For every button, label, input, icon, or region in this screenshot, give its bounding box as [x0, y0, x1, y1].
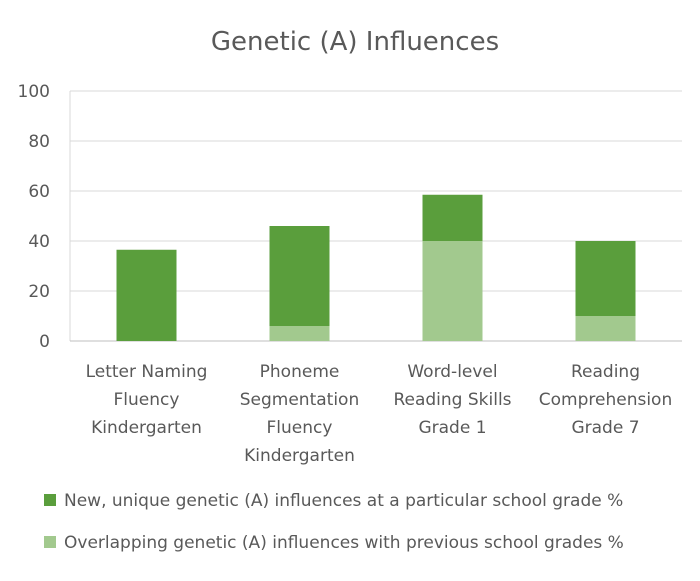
y-tick-label: 80 [28, 132, 50, 152]
y-tick-label: 20 [28, 282, 50, 302]
bars [116, 194, 636, 341]
bar-segment [422, 194, 483, 241]
bar-segment [422, 241, 483, 341]
category-label: Phoneme Segmentation Fluency Kindergarten [240, 362, 359, 466]
y-tick-label: 60 [28, 182, 50, 202]
y-tick-label: 0 [39, 332, 50, 352]
category-label: Word-level Reading Skills Grade 1 [393, 362, 511, 438]
category-labels: Letter Naming Fluency Kindergarten Phoneme S… [86, 362, 673, 466]
category-label: Letter Naming Fluency Kindergarten [86, 362, 208, 438]
y-tick-label: 100 [18, 82, 50, 102]
category-label: Reading Comprehension Grade 7 [539, 362, 672, 438]
legend-swatch [44, 494, 56, 506]
y-tick-label: 40 [28, 232, 50, 252]
legend: New, unique genetic (A) influences at a … [44, 491, 624, 553]
bar-segment [116, 249, 177, 341]
legend-swatch [44, 536, 56, 548]
bar-segment [269, 326, 330, 341]
bar-segment [269, 226, 330, 326]
legend-label: New, unique genetic (A) influences at a … [64, 491, 623, 511]
bar-segment [575, 241, 636, 316]
bar-segment [575, 316, 636, 341]
chart-title: Genetic (A) Influences [211, 27, 499, 57]
legend-label: Overlapping genetic (A) influences with … [64, 533, 624, 553]
